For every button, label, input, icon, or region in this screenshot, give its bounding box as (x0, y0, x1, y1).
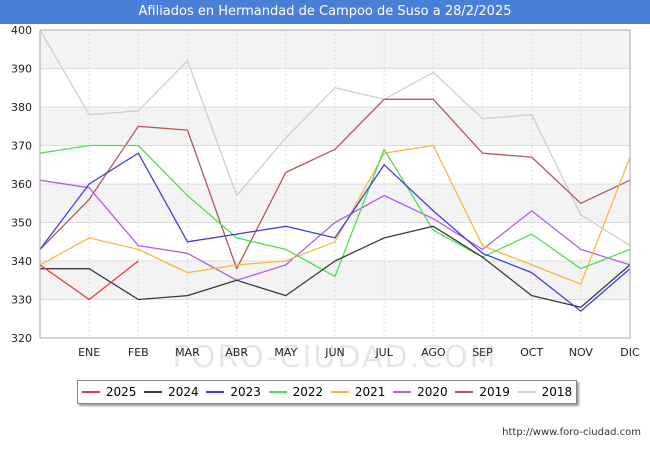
legend-label: 2024 (168, 385, 199, 399)
x-tick-label: JUL (374, 346, 393, 359)
series-line-2019 (39, 98, 631, 270)
watermark: FORO-CIUDAD.COM (173, 340, 498, 375)
x-tick-label: NOV (569, 346, 594, 359)
chart-title: Afiliados en Hermandad de Campoo de Suso… (0, 0, 650, 24)
legend-item-2021: 2021 (330, 385, 386, 399)
series-line-2024 (40, 225, 631, 308)
legend-swatch (206, 391, 225, 393)
y-tick-label: 340 (11, 255, 32, 268)
series-line-2025 (39, 260, 139, 301)
legend-label: 2018 (541, 385, 573, 399)
legend-item-2022: 2022 (268, 385, 324, 399)
y-tick-label: 380 (11, 101, 32, 114)
legend: 2025 2024 2023 2022 2021 2020 2019 2018 (77, 380, 577, 404)
legend-swatch (393, 391, 412, 393)
y-tick-label: 330 (11, 294, 32, 307)
x-tick-label: FEB (128, 346, 149, 359)
legend-swatch (455, 391, 474, 393)
series-line-2021 (39, 144, 631, 285)
legend-swatch (517, 391, 536, 393)
y-tick-label: 360 (11, 178, 32, 191)
y-tick-label: 400 (11, 24, 32, 37)
x-tick-label: MAY (274, 346, 297, 359)
y-tick-label: 350 (11, 217, 32, 230)
legend-swatch (330, 391, 349, 393)
x-tick-label: DIC (620, 346, 640, 359)
legend-label: 2025 (105, 385, 137, 399)
legend-label: 2021 (354, 385, 386, 399)
legend-item-2025: 2025 (81, 385, 137, 399)
x-axis-ticks: ENE FEB MAR ABR MAY JUN JUL AGO SEP OCT NOV DIC (78, 346, 640, 359)
series-line-2018 (39, 29, 631, 247)
legend-swatch (268, 391, 287, 393)
legend-label: 2020 (417, 385, 448, 399)
legend-label: 2022 (292, 385, 324, 399)
legend-item-2019: 2019 (455, 385, 510, 399)
x-tick-label: AGO (421, 346, 446, 359)
y-tick-label: 320 (11, 332, 32, 345)
legend-item-2023: 2023 (206, 385, 261, 399)
legend-label: 2023 (230, 385, 261, 399)
x-tick-label: ABR (225, 346, 248, 359)
plot-border (39, 29, 631, 339)
series-line-2020 (39, 179, 631, 281)
x-tick-label: OCT (520, 346, 543, 359)
y-tick-label: 370 (11, 140, 32, 153)
series-line-2023 (39, 152, 631, 312)
legend-swatch (81, 391, 100, 393)
x-tick-label: JUN (324, 346, 345, 359)
series-line-2022 (39, 144, 631, 278)
x-tick-label: SEP (472, 346, 493, 359)
x-tick-label: MAR (175, 346, 200, 359)
legend-item-2020: 2020 (393, 385, 448, 399)
source-url[interactable]: http://www.foro-ciudad.com (502, 427, 641, 438)
x-tick-label: ENE (78, 346, 100, 359)
legend-item-2018: 2018 (517, 385, 573, 399)
series-lines (39, 29, 631, 312)
legend-swatch (144, 391, 163, 393)
y-axis-ticks: 320 330 340 350 360 370 380 390 400 (11, 24, 32, 345)
legend-label: 2019 (479, 385, 510, 399)
y-tick-label: 390 (11, 63, 32, 76)
legend-item-2024: 2024 (144, 385, 199, 399)
